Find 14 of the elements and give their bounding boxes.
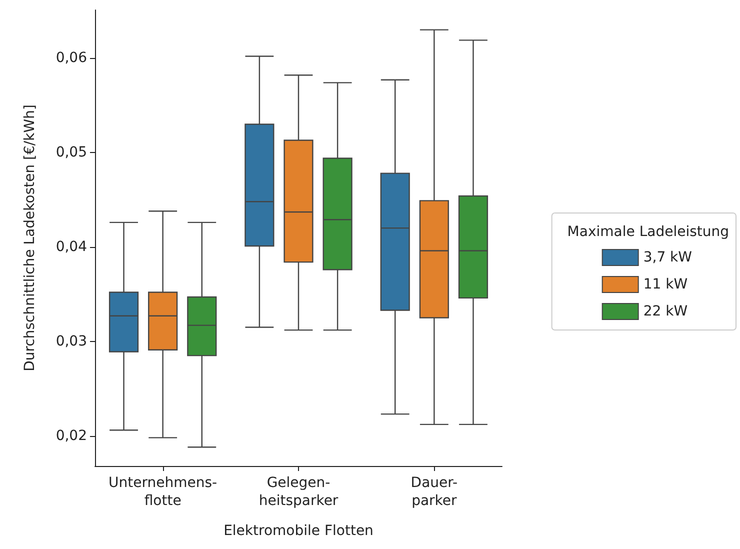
y-tick-label: 0,05 xyxy=(56,144,87,161)
x-tick-label: Gelegen- heitsparker xyxy=(258,475,338,509)
legend-title: Maximale Ladeleistung xyxy=(567,224,730,240)
legend-label: 11 kW xyxy=(643,276,688,292)
legend-label: 3,7 kW xyxy=(643,250,692,266)
legend-label: 22 kW xyxy=(643,304,688,320)
y-tick-label: 0,02 xyxy=(56,428,87,444)
y-axis-title: Durchschnittliche Ladekosten [€/kWh] xyxy=(22,104,38,372)
y-tick-label: 0,06 xyxy=(56,50,88,66)
x-tick-label: Unternehmens- flotte xyxy=(108,475,218,509)
x-axis-title: Elektromobile Flotten xyxy=(224,523,374,539)
x-tick-label: Dauer- parker xyxy=(410,475,458,509)
y-tick-label: 0,03 xyxy=(56,333,87,350)
y-tick-label: 0,04 xyxy=(56,238,88,255)
